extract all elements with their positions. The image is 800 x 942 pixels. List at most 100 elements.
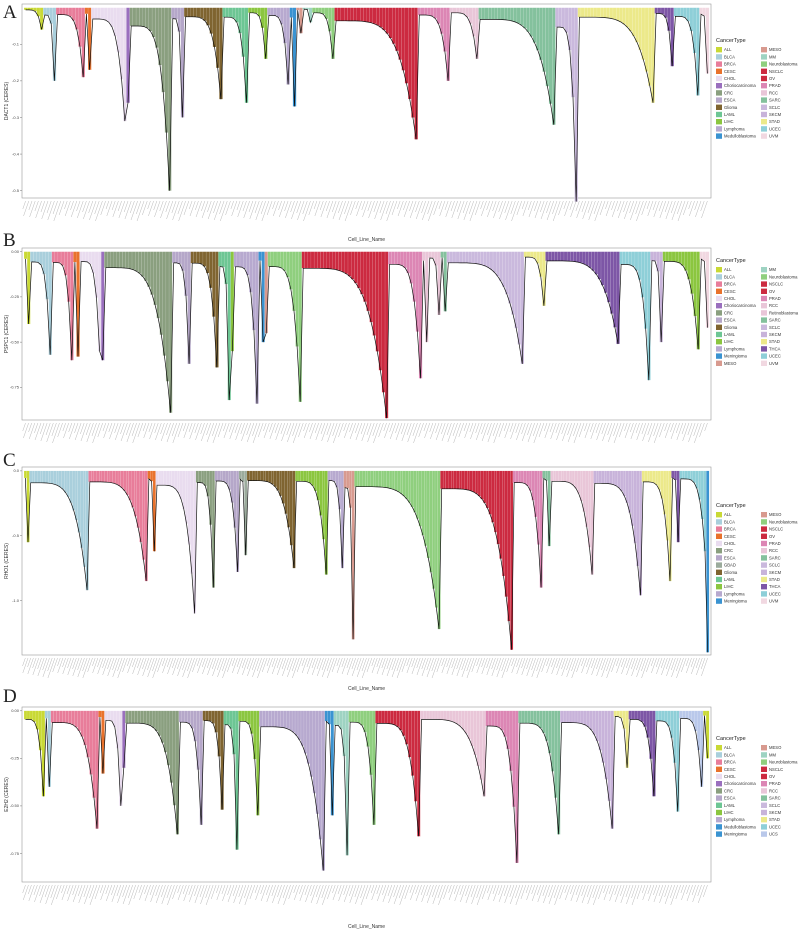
x-tick-label [565, 884, 571, 901]
bar [375, 470, 379, 487]
bar [616, 710, 620, 717]
legend-label: MESO [769, 512, 782, 517]
bar [592, 710, 597, 735]
bar [491, 7, 495, 20]
x-tick-label [464, 422, 471, 439]
x-tick-label [260, 884, 264, 895]
x-tick-label [231, 657, 236, 667]
legend-swatch [761, 274, 767, 280]
bar [98, 710, 102, 718]
x-tick-label [481, 422, 489, 442]
bar [514, 251, 518, 329]
x-tick-label [581, 200, 586, 213]
legend-item: Medulloblastoma [716, 133, 756, 139]
bar [389, 470, 393, 489]
x-tick-label [188, 422, 193, 433]
x-tick-label [130, 200, 138, 221]
bar [554, 251, 559, 261]
x-tick-label [475, 422, 480, 434]
bar [203, 7, 207, 21]
x-tick-label [461, 657, 467, 671]
x-tick-label [88, 200, 93, 214]
x-tick-label [664, 422, 668, 432]
legend-item: SCLC [761, 324, 780, 330]
bar [271, 710, 275, 727]
bar [651, 7, 655, 103]
legend-swatch [716, 303, 722, 309]
x-tick-label [217, 422, 224, 438]
x-tick-label [142, 422, 147, 432]
legend-item: CRC [716, 788, 733, 794]
bar [387, 710, 391, 724]
x-tick-label [148, 422, 153, 433]
bar [425, 251, 429, 343]
x-tick-label [242, 657, 249, 676]
bar [502, 470, 506, 577]
x-tick-label [321, 657, 327, 671]
bar [375, 251, 380, 352]
bar [125, 710, 129, 724]
x-tick-label [676, 422, 683, 441]
bar [526, 7, 530, 32]
bar [456, 470, 460, 489]
legend-item: SCLC [761, 104, 780, 110]
x-tick-label [301, 657, 305, 667]
legend-item: OV [761, 75, 775, 82]
x-tick-label [279, 200, 286, 218]
legend-swatch [761, 766, 767, 772]
bar [682, 470, 686, 480]
bar [241, 710, 245, 722]
legend-item: LAML [716, 576, 736, 583]
x-tick-label [100, 200, 106, 216]
x-tick-label [682, 422, 690, 442]
legend-item: Choriocarcinoma [716, 303, 756, 309]
bar [96, 470, 100, 482]
x-tick-label [80, 422, 88, 442]
bar [68, 710, 72, 724]
bar [619, 710, 623, 719]
x-tick-label [286, 422, 292, 436]
bar [396, 710, 400, 727]
x-tick-label [636, 657, 644, 678]
x-tick-label [338, 884, 345, 902]
bar [452, 710, 457, 723]
x-tick-label [571, 657, 579, 679]
x-tick-label [531, 657, 539, 678]
x-tick-label [326, 200, 330, 212]
legend-swatch [761, 562, 767, 568]
x-tick-label [177, 657, 182, 670]
bar [247, 710, 251, 725]
x-tick-label [111, 884, 118, 903]
legend-label: SCLC [769, 105, 780, 110]
x-tick-label [704, 422, 708, 432]
x-tick-label [303, 422, 307, 432]
bar [344, 251, 349, 274]
x-tick-label [34, 422, 39, 434]
x-tick-label [624, 422, 628, 432]
legend-label: MESO [769, 745, 782, 750]
x-tick-label [469, 200, 474, 215]
x-tick-label [397, 200, 404, 217]
bar [276, 7, 281, 18]
x-tick-label [575, 200, 580, 212]
bar [476, 710, 480, 767]
x-tick-label [444, 200, 449, 211]
legend-label: SARC [769, 796, 781, 801]
bar [223, 710, 227, 725]
bar [539, 7, 543, 61]
x-tick-label [106, 884, 113, 902]
x-tick-label [582, 200, 590, 220]
x-tick-label [166, 884, 172, 899]
x-tick-label [602, 422, 609, 442]
x-tick-label [383, 422, 387, 432]
legend-swatch [761, 83, 767, 89]
x-tick-label [205, 884, 211, 899]
legend-label: UCS [769, 832, 778, 837]
x-tick-label [630, 422, 634, 433]
x-tick-label [262, 657, 268, 673]
x-tick-label [522, 200, 529, 217]
x-tick-label [665, 422, 671, 439]
x-tick-label [237, 657, 244, 675]
x-tick-label [34, 884, 41, 903]
x-tick-label [344, 884, 351, 903]
